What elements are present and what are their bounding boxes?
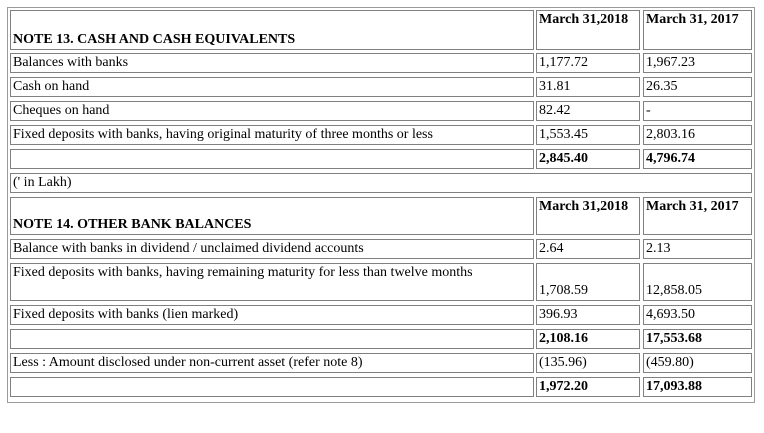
note14-col2-header: March 31, 2017 <box>643 197 752 235</box>
note14-row-value-2017: 12,858.05 <box>643 263 752 301</box>
note14-row-label: Fixed deposits with banks (lien marked) <box>10 305 534 325</box>
note14-row-value-2017: 4,693.50 <box>643 305 752 325</box>
note14-row-value-2018: 2.64 <box>536 239 640 259</box>
note14-row-value-2018: 1,708.59 <box>536 263 640 301</box>
note14-title: NOTE 14. OTHER BANK BALANCES <box>10 197 534 235</box>
note13-col2-header: March 31, 2017 <box>643 10 752 50</box>
unit-note: (' in Lakh) <box>10 173 752 193</box>
note14-row-value-2018: 396.93 <box>536 305 640 325</box>
note13-total-2017: 4,796.74 <box>643 149 752 169</box>
note14-less-label: Less : Amount disclosed under non-curren… <box>10 353 534 373</box>
financial-notes-table <box>7 7 755 403</box>
note14-row-label: Fixed deposits with banks, having remain… <box>10 263 534 301</box>
note13-row-value-2017: - <box>643 101 752 121</box>
note14-total-2018: 1,972.20 <box>536 377 640 397</box>
note13-row-value-2017: 26.35 <box>643 77 752 97</box>
note13-col1-header: March 31,2018 <box>536 10 640 50</box>
note14-less-2018: (135.96) <box>536 353 640 373</box>
note14-row-value-2017: 2.13 <box>643 239 752 259</box>
note13-row-value-2018: 1,177.72 <box>536 53 640 73</box>
note14-subtotal-label <box>10 329 534 349</box>
note13-row-label: Balances with banks <box>10 53 534 73</box>
note13-row-label: Cash on hand <box>10 77 534 97</box>
note13-total-label <box>10 149 534 169</box>
note13-row-value-2017: 2,803.16 <box>643 125 752 145</box>
note13-row-value-2018: 31.81 <box>536 77 640 97</box>
note13-row-label: Cheques on hand <box>10 101 534 121</box>
note13-row-value-2018: 82.42 <box>536 101 640 121</box>
note14-subtotal-2018: 2,108.16 <box>536 329 640 349</box>
note13-title: NOTE 13. CASH AND CASH EQUIVALENTS <box>10 10 534 50</box>
note14-total-label <box>10 377 534 397</box>
note14-subtotal-2017: 17,553.68 <box>643 329 752 349</box>
note14-col1-header: March 31,2018 <box>536 197 640 235</box>
note14-total-2017: 17,093.88 <box>643 377 752 397</box>
note13-total-2018: 2,845.40 <box>536 149 640 169</box>
note13-row-value-2018: 1,553.45 <box>536 125 640 145</box>
note14-row-label: Balance with banks in dividend / unclaim… <box>10 239 534 259</box>
note13-row-label: Fixed deposits with banks, having origin… <box>10 125 534 145</box>
note13-row-value-2017: 1,967.23 <box>643 53 752 73</box>
note14-less-2017: (459.80) <box>643 353 752 373</box>
